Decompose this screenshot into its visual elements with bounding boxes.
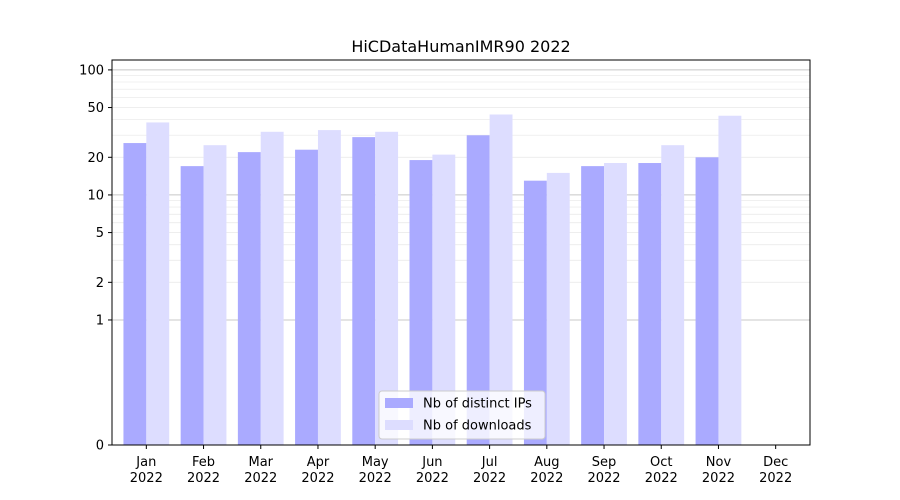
bar: [123, 143, 147, 445]
y-tick-label: 100: [79, 63, 104, 78]
bar: [581, 166, 605, 445]
y-tick-label: 50: [87, 101, 104, 116]
bar: [432, 154, 456, 446]
chart-title: HiCDataHumanIMR90 2022: [351, 37, 570, 56]
bar: [695, 157, 719, 445]
x-tick-label: 2022: [130, 471, 163, 486]
x-tick-label: 2022: [530, 471, 563, 486]
plot-frame: [111, 59, 811, 446]
x-tick-label: Dec: [763, 455, 788, 470]
bar: [180, 166, 204, 445]
x-tick-label: May: [362, 455, 389, 470]
legend: Nb of distinct IPs Nb of downloads: [378, 390, 546, 440]
x-tick-label: Jul: [481, 455, 498, 470]
x-tick-label: 2022: [645, 471, 678, 486]
bar: [546, 172, 570, 445]
x-tick-label: Apr: [307, 455, 330, 470]
y-tick-label: 2: [96, 276, 104, 291]
x-tick-label: 2022: [301, 471, 334, 486]
x-tick-label: Aug: [534, 455, 559, 470]
x-tick-label: 2022: [587, 471, 620, 486]
y-tick-label: 10: [87, 188, 104, 203]
x-tick-label: Feb: [192, 455, 215, 470]
bar: [409, 160, 433, 445]
legend-swatch: [385, 398, 413, 408]
bar: [146, 122, 170, 445]
bar: [260, 131, 284, 445]
x-tick-label: Jun: [421, 455, 442, 470]
y-tick-label: 1: [96, 313, 104, 328]
x-tick-label: 2022: [473, 471, 506, 486]
axes-layer: 0125102050100Jan2022Feb2022Mar2022Apr202…: [79, 63, 792, 486]
x-tick-label: 2022: [759, 471, 792, 486]
bar: [466, 135, 490, 445]
bar: [489, 114, 513, 445]
bar: [237, 152, 261, 445]
x-tick-label: Mar: [248, 455, 273, 470]
bars-layer: [123, 114, 742, 446]
bar: [638, 163, 662, 445]
bar: [375, 131, 399, 445]
y-tick-label: 20: [87, 151, 104, 166]
bar: [718, 115, 742, 445]
y-tick-label: 0: [96, 439, 104, 454]
x-tick-label: 2022: [359, 471, 392, 486]
bar: [317, 130, 341, 445]
legend-label: Nb of distinct IPs: [423, 397, 532, 412]
bar: [352, 137, 376, 445]
grid-layer: [112, 69, 810, 321]
bar: [523, 180, 547, 445]
x-tick-label: Nov: [706, 455, 732, 470]
legend-swatch: [385, 420, 413, 430]
legend-label: Nb of downloads: [423, 419, 532, 434]
x-tick-label: Sep: [592, 455, 617, 470]
bar: [295, 149, 318, 446]
x-tick-label: 2022: [416, 471, 449, 486]
x-tick-label: Jan: [135, 455, 156, 470]
legend-box: [378, 390, 546, 440]
x-tick-label: 2022: [244, 471, 277, 486]
bar: [203, 145, 227, 445]
bar: [661, 145, 685, 445]
y-tick-label: 5: [96, 226, 104, 241]
x-tick-label: 2022: [187, 471, 220, 486]
x-tick-label: 2022: [702, 471, 735, 486]
bar: [604, 163, 627, 445]
x-tick-label: Oct: [650, 455, 672, 470]
